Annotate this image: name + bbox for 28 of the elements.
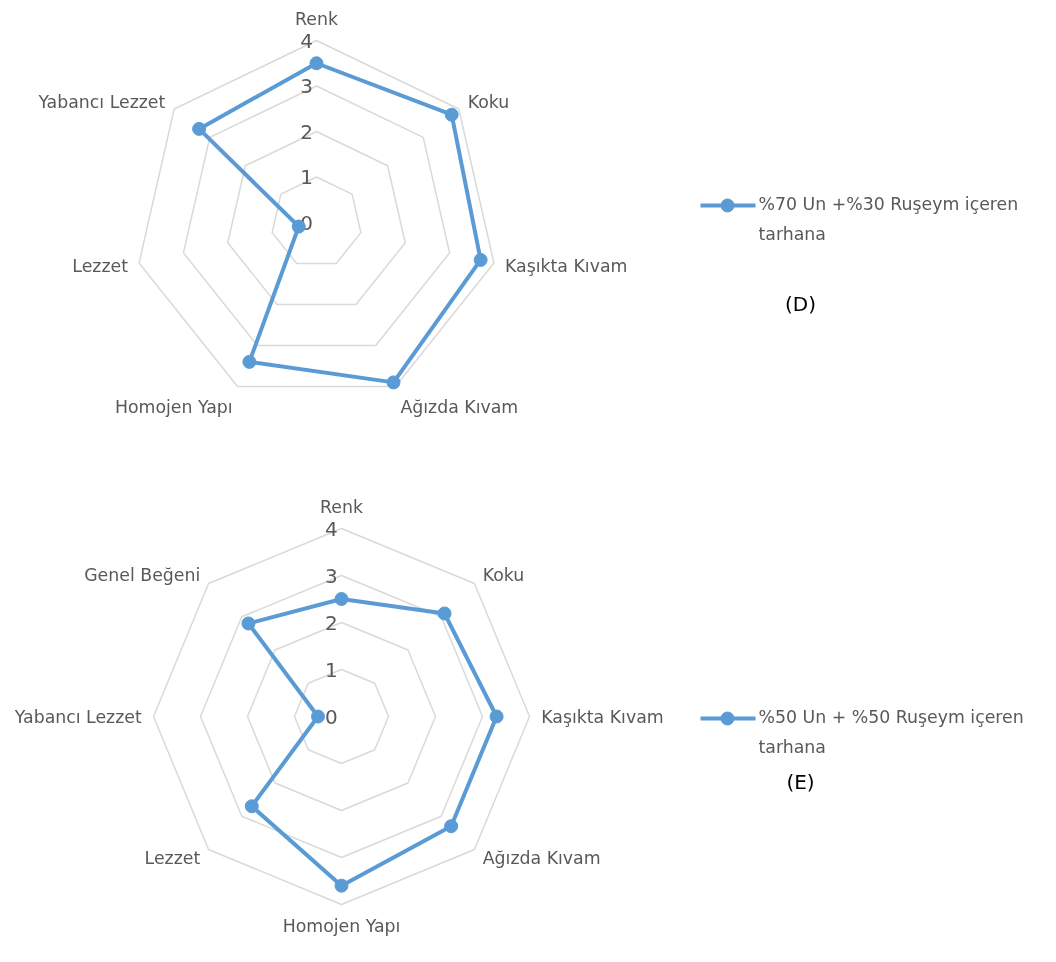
y-tick-label: 0 [325, 704, 338, 729]
spoke-label: Kaşıkta Kıvam [505, 255, 628, 276]
y-tick-label: 1 [325, 657, 338, 682]
spoke-label: Ağızda Kıvam [482, 847, 601, 868]
spoke-label: Homojen Yapı [282, 916, 401, 937]
spoke-label: Ağızda Kıvam [400, 396, 519, 417]
text: (D) [785, 291, 817, 316]
legend-label: %50 Un + %50 Ruşeym içeren tarhana [758, 706, 1024, 757]
spoke-label: Kaşıkta Kıvam [541, 706, 664, 727]
y-tick-label: 1 [300, 165, 313, 189]
y-tick-label: 3 [300, 74, 313, 98]
legend-label: %70 Un +%30 Ruşeym içeren tarhana [758, 193, 1019, 244]
y-tick-label: 3 [325, 563, 338, 588]
y-tick-label: 2 [325, 610, 338, 635]
spoke-label: Lezzet [72, 255, 129, 276]
spoke-label: Homojen Yapı [114, 396, 233, 417]
spoke-label: Renk [320, 496, 363, 517]
text: (E) [786, 769, 815, 794]
spoke-label: Lezzet [144, 847, 201, 868]
spoke-label: Yabancı Lezzet [37, 91, 166, 112]
y-tick-label: 4 [325, 516, 338, 541]
spoke-label: Koku [482, 565, 525, 586]
spoke-label: Yabancı Lezzet [13, 706, 142, 727]
spoke-label: Koku [467, 91, 510, 112]
spoke-label: Renk [295, 9, 338, 30]
y-tick-label: 4 [300, 28, 313, 53]
y-tick-label: 2 [300, 119, 313, 144]
spoke-label: Genel Beğeni [84, 565, 201, 586]
